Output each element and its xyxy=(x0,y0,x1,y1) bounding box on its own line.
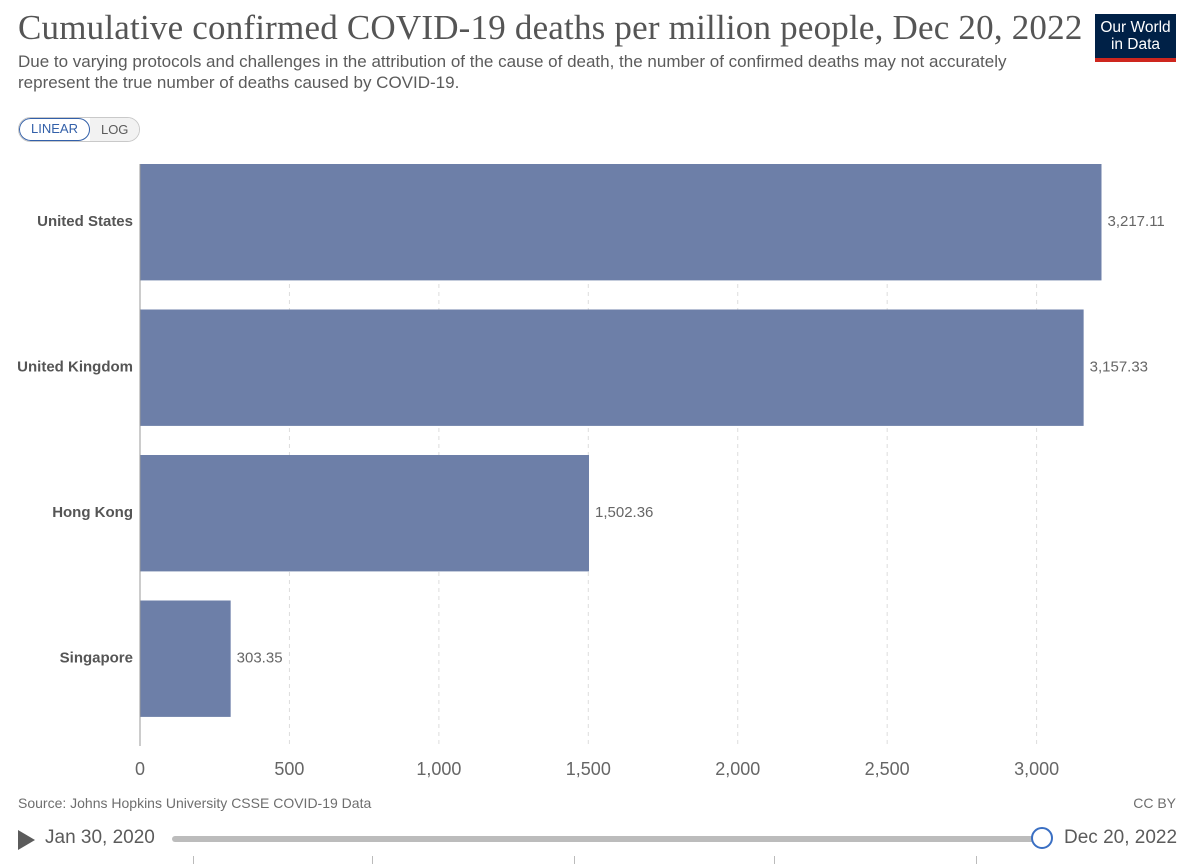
scale-toggle: LINEAR LOG xyxy=(18,117,141,142)
value-label: 1,502.36 xyxy=(595,504,653,521)
play-icon[interactable] xyxy=(18,830,35,850)
x-tick-label: 3,000 xyxy=(1014,759,1059,779)
source-note[interactable]: Source: Johns Hopkins University CSSE CO… xyxy=(18,795,372,811)
timeline-tick xyxy=(976,856,977,864)
x-tick-label: 0 xyxy=(135,759,145,779)
category-label: Singapore xyxy=(60,650,133,667)
timeline-tick xyxy=(574,856,575,864)
license-link[interactable]: CC BY xyxy=(1133,795,1176,811)
linear-scale-button[interactable]: LINEAR xyxy=(19,118,90,141)
x-tick-label: 2,000 xyxy=(715,759,760,779)
value-label: 3,157.33 xyxy=(1090,359,1148,376)
timeline-start-date[interactable]: Jan 30, 2020 xyxy=(45,827,155,848)
timeline-ticks xyxy=(193,856,1094,864)
value-label: 303.35 xyxy=(237,650,283,667)
category-label: Hong Kong xyxy=(52,504,133,521)
chart-subtitle: Due to varying protocols and challenges … xyxy=(18,52,1007,92)
timeline-tick xyxy=(774,856,775,864)
bar-united-states xyxy=(140,164,1102,281)
category-label: United Kingdom xyxy=(17,359,133,376)
x-tick-label: 2,500 xyxy=(865,759,910,779)
bar-hong-kong xyxy=(140,455,590,572)
timeline-slider-track[interactable] xyxy=(172,836,1043,842)
bar-singapore xyxy=(140,600,231,717)
bar-chart: United States 3,217.11 United Kingdom 3,157… xyxy=(17,164,1165,779)
value-label: 3,217.11 xyxy=(1107,213,1164,230)
x-tick-label: 1,500 xyxy=(566,759,611,779)
log-scale-button[interactable]: LOG xyxy=(89,118,140,141)
bar-united-kingdom xyxy=(140,309,1084,426)
x-tick-label: 1,000 xyxy=(416,759,461,779)
category-label: United States xyxy=(37,213,133,230)
x-tick-label: 500 xyxy=(274,759,304,779)
chart-title: Cumulative confirmed COVID-19 deaths per… xyxy=(18,8,1083,47)
timeline-end-date[interactable]: Dec 20, 2022 xyxy=(1064,827,1178,848)
owid-logo[interactable]: Our World in Data xyxy=(1095,14,1176,62)
logo-line-1: Our World xyxy=(1100,19,1171,36)
timeline-tick xyxy=(372,856,373,864)
logo-line-2: in Data xyxy=(1110,36,1161,53)
timeline-slider-handle[interactable] xyxy=(1031,827,1053,849)
